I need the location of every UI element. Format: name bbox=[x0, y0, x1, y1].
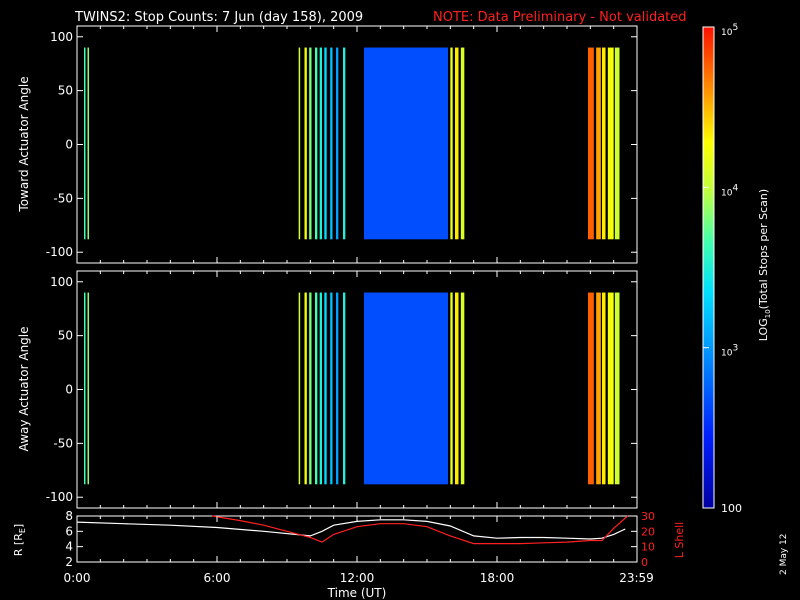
colorbar-tick-label: 105 bbox=[721, 23, 738, 38]
orbit-lines bbox=[76, 515, 629, 545]
heatmap-segment bbox=[336, 292, 339, 485]
y-tick-label: 50 bbox=[58, 84, 73, 98]
colorbar-tick-label: 103 bbox=[721, 344, 738, 359]
y-tick-label: 8 bbox=[65, 509, 73, 523]
heatmap-segment bbox=[324, 292, 327, 485]
heatmap-segment bbox=[450, 292, 453, 485]
heatmap-segment bbox=[364, 292, 448, 485]
panel-toward-frame bbox=[76, 25, 638, 264]
heatmap-segment bbox=[364, 47, 448, 240]
heatmap-segment bbox=[319, 292, 322, 485]
y-tick-label: -100 bbox=[46, 245, 73, 259]
heatmap-segment bbox=[309, 47, 312, 240]
heatmap-segment bbox=[450, 47, 453, 240]
time-x-ticks: 0:00 6:00 12:00 18:00 23:59 bbox=[64, 26, 654, 585]
colorbar-tick-label: 104 bbox=[721, 183, 738, 198]
y-tick-label: 100 bbox=[50, 275, 73, 289]
y-tick-label: 0 bbox=[65, 138, 73, 152]
orbit-y-ticks: 24 68 bbox=[65, 509, 637, 569]
toward-y-ticks: 100 50 0 -50 -100 bbox=[46, 30, 637, 259]
x-tick-label: 0:00 bbox=[64, 571, 91, 585]
colorbar bbox=[702, 26, 715, 509]
date-stamp: 2 May 12 bbox=[779, 533, 789, 575]
heatmap-segment bbox=[87, 292, 89, 485]
heatmap-segment bbox=[614, 47, 620, 240]
heatmap-segment bbox=[315, 47, 318, 240]
toward-heatmap-marks bbox=[84, 47, 620, 240]
y2-tick-label: 30 bbox=[641, 510, 655, 523]
heatmap-segment bbox=[460, 292, 465, 485]
heatmap-segment bbox=[460, 47, 465, 240]
heatmap-segment bbox=[304, 292, 307, 485]
colorbar-tick-label: 100 bbox=[721, 502, 742, 515]
heatmap-segment bbox=[330, 47, 333, 240]
panel-toward-angle: 100 50 0 -50 -100 Toward Actuator Angle bbox=[17, 25, 638, 264]
panel-orbit-frame bbox=[76, 515, 638, 563]
y-tick-label: -100 bbox=[46, 490, 73, 504]
colorbar-ticks: 105 104 103 100 bbox=[703, 23, 742, 515]
heatmap-segment bbox=[330, 292, 333, 485]
x-tick-label: 12:00 bbox=[340, 571, 375, 585]
panel-away-frame bbox=[76, 270, 638, 509]
y-tick-label: 4 bbox=[65, 540, 73, 554]
heatmap-segment bbox=[602, 292, 606, 485]
heatmap-segment bbox=[343, 47, 346, 240]
heatmap-segment bbox=[324, 47, 327, 240]
toward-y-axis-label: Toward Actuator Angle bbox=[17, 76, 31, 212]
panel-orbit: 24 68 0 10 20 30 R [RE] L Shell bbox=[12, 509, 686, 569]
y-tick-label: 50 bbox=[58, 329, 73, 343]
orbit-lshell-ticks: 0 10 20 30 bbox=[641, 510, 655, 569]
x-tick-label: 23:59 bbox=[619, 571, 654, 585]
heatmap-segment bbox=[304, 47, 307, 240]
preliminary-note: NOTE: Data Preliminary - Not validated bbox=[433, 10, 687, 25]
heatmap-segment bbox=[596, 292, 601, 485]
heatmap-segment bbox=[455, 292, 459, 485]
away-y-ticks: 100 50 0 -50 -100 bbox=[46, 275, 637, 504]
y2-tick-label: 10 bbox=[641, 541, 655, 554]
heatmap-segment bbox=[87, 47, 89, 240]
y-tick-label: 0 bbox=[65, 383, 73, 397]
heatmap-segment bbox=[602, 47, 606, 240]
away-y-axis-label: Away Actuator Angle bbox=[17, 326, 31, 451]
heatmap-segment bbox=[607, 47, 614, 240]
y2-tick-label: 0 bbox=[641, 556, 648, 569]
lshell-line bbox=[212, 515, 629, 545]
x-tick-label: 18:00 bbox=[480, 571, 515, 585]
heatmap-segment bbox=[596, 47, 601, 240]
heatmap-segment bbox=[319, 47, 322, 240]
colorbar-label: LOG10(Total Stops per Scan) bbox=[757, 189, 772, 341]
chart-title: TWINS2: Stop Counts: 7 Jun (day 158), 20… bbox=[74, 10, 363, 25]
y-tick-label: -50 bbox=[53, 191, 73, 205]
y-tick-label: -50 bbox=[53, 436, 73, 450]
radius-line bbox=[76, 519, 626, 540]
heatmap-segment bbox=[607, 292, 614, 485]
heatmap-segment bbox=[336, 47, 339, 240]
heatmap-segment bbox=[315, 292, 318, 485]
heatmap-segment bbox=[614, 292, 620, 485]
heatmap-segment bbox=[588, 292, 594, 485]
heatmap-segment bbox=[298, 47, 301, 240]
heatmap-segment bbox=[588, 47, 594, 240]
y-tick-label: 2 bbox=[65, 555, 73, 569]
away-heatmap-marks bbox=[84, 292, 620, 485]
y-tick-label: 6 bbox=[65, 524, 73, 538]
heatmap-segment bbox=[84, 292, 86, 485]
x-tick-label: 6:00 bbox=[204, 571, 231, 585]
panel-away-angle: 100 50 0 -50 -100 Away Actuator Angle bbox=[17, 270, 638, 509]
time-axis-label: Time (UT) bbox=[327, 586, 387, 600]
heatmap-segment bbox=[84, 47, 86, 240]
orbit-r-axis-label: R [RE] bbox=[12, 524, 27, 556]
heatmap-segment bbox=[298, 292, 301, 485]
heatmap-segment bbox=[455, 47, 459, 240]
orbit-lshell-axis-label: L Shell bbox=[673, 522, 686, 558]
heatmap-segment bbox=[343, 292, 346, 485]
heatmap-segment bbox=[309, 292, 312, 485]
y2-tick-label: 20 bbox=[641, 525, 655, 538]
y-tick-label: 100 bbox=[50, 30, 73, 44]
